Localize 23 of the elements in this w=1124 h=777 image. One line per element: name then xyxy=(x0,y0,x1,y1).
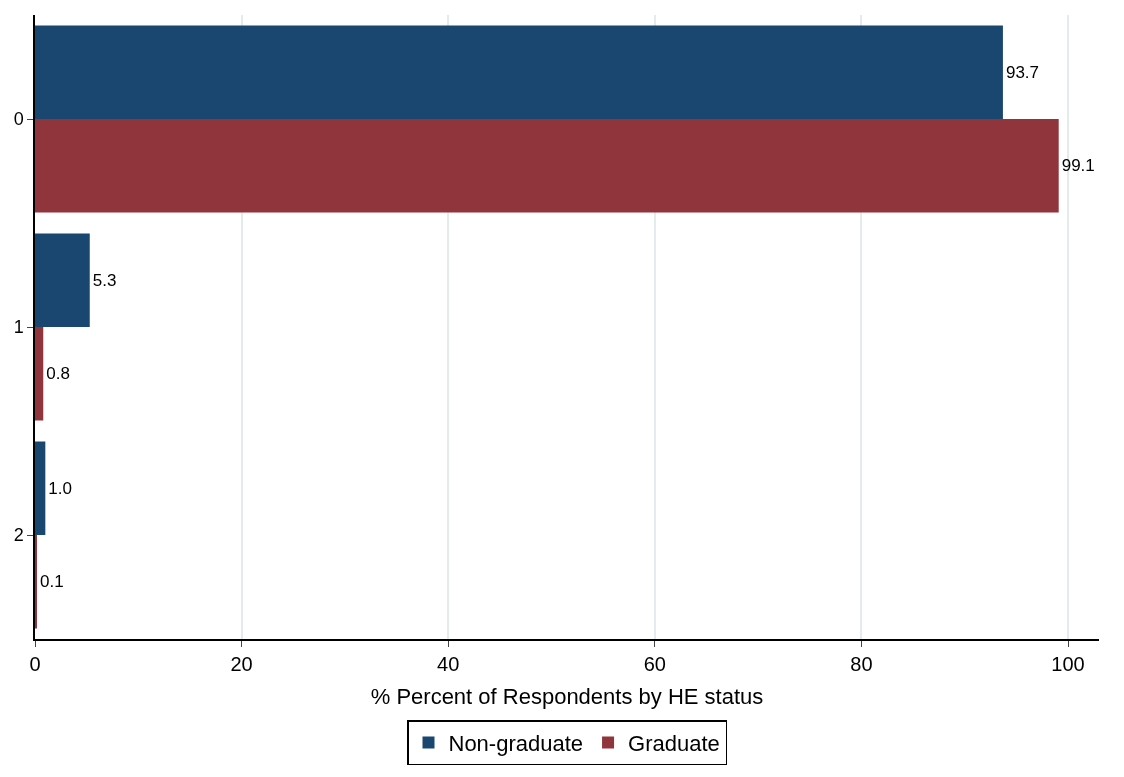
bar xyxy=(35,25,1003,119)
x-tick-label: 20 xyxy=(230,652,253,675)
y-tick-label: 2 xyxy=(13,525,24,546)
x-tick-label: 0 xyxy=(29,652,41,675)
bar xyxy=(35,327,44,421)
y-tick-label: 1 xyxy=(13,317,24,338)
data-label: 93.7 xyxy=(1005,62,1040,82)
data-label: 0.8 xyxy=(46,364,70,384)
x-tick-label: 100 xyxy=(1051,652,1085,675)
data-label: 99.1 xyxy=(1061,156,1095,176)
data-label: 1.0 xyxy=(48,478,72,498)
x-axis-title: % Percent of Respondents by HE status xyxy=(370,684,764,710)
data-label: 5.3 xyxy=(92,270,117,290)
legend-label: Graduate xyxy=(628,731,720,756)
bar xyxy=(35,441,46,535)
bar xyxy=(35,119,1059,213)
x-tick-label: 80 xyxy=(850,652,873,675)
x-tick-label: 60 xyxy=(643,652,666,675)
bar xyxy=(35,233,90,327)
x-tick-label: 40 xyxy=(437,652,460,675)
legend-label: Non-graduate xyxy=(448,731,584,756)
data-label: 0.1 xyxy=(40,572,64,592)
y-tick-label: 0 xyxy=(13,109,24,130)
